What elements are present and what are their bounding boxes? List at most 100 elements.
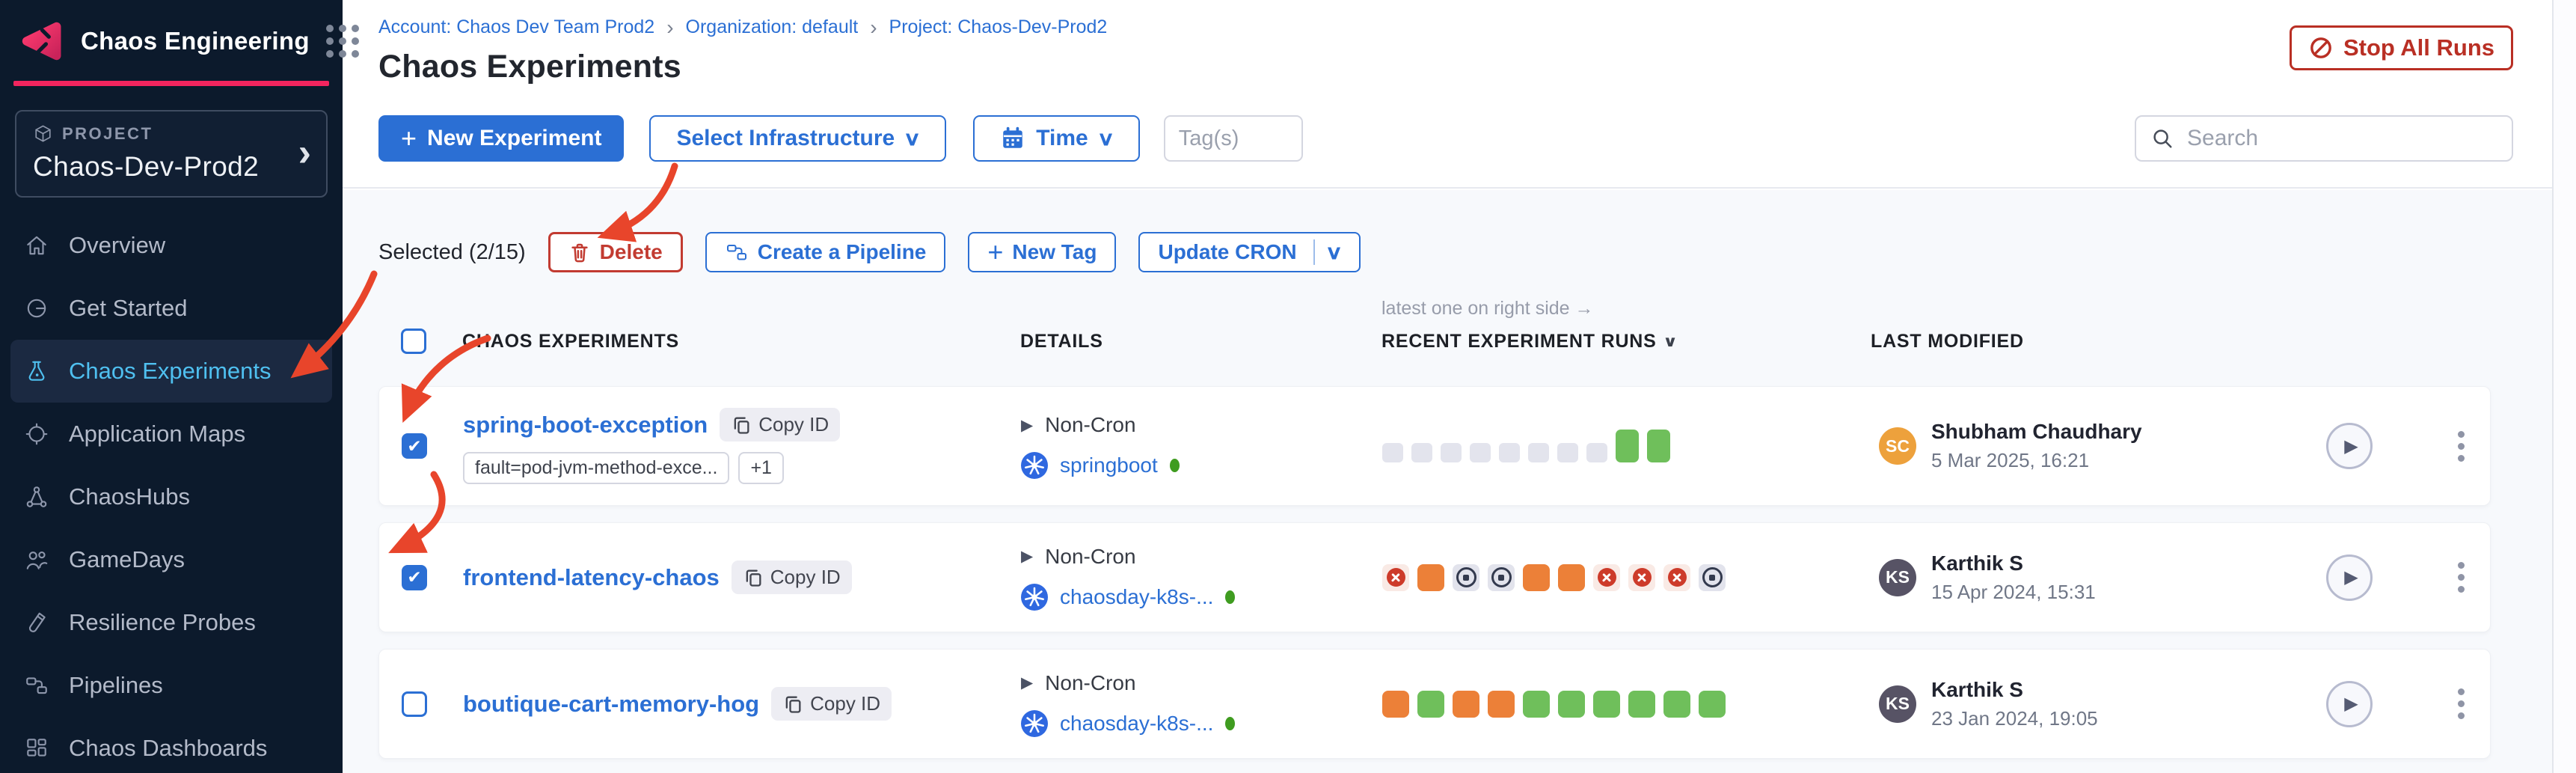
tags-filter-input[interactable] xyxy=(1163,115,1303,162)
run-status-failed[interactable] xyxy=(1628,563,1655,591)
run-status-success[interactable] xyxy=(1628,690,1655,718)
sidebar-item-pipelines[interactable]: Pipelines xyxy=(10,654,332,717)
new-experiment-button[interactable]: + New Experiment xyxy=(378,115,625,162)
row-checkbox[interactable]: ✔ xyxy=(402,433,427,459)
run-status-success[interactable] xyxy=(1699,690,1726,718)
scrollbar[interactable] xyxy=(2552,0,2576,773)
schedule-type: Non-Cron xyxy=(1045,544,1136,568)
sidebar-item-label: Chaos Dashboards xyxy=(69,735,268,761)
experiment-name-link[interactable]: frontend-latency-chaos xyxy=(463,563,720,590)
time-filter-dropdown[interactable]: Time ∨ xyxy=(973,115,1140,162)
run-status-running[interactable] xyxy=(1558,563,1585,591)
run-status-failed[interactable] xyxy=(1593,563,1620,591)
expand-triangle-icon[interactable]: ▶ xyxy=(1021,548,1034,565)
sidebar-item-chaoshubs[interactable]: ChaosHubs xyxy=(10,465,332,528)
stopped-icon xyxy=(1491,567,1512,587)
sidebar-item-application-maps[interactable]: Application Maps xyxy=(10,403,332,465)
infra-status-dot xyxy=(1169,459,1180,472)
button-divider xyxy=(1313,239,1315,265)
select-infrastructure-dropdown[interactable]: Select Infrastructure ∨ xyxy=(649,115,947,162)
search-input[interactable] xyxy=(2186,125,2497,152)
sidebar-item-chaos-dashboards[interactable]: Chaos Dashboards xyxy=(10,717,332,773)
run-status-stopped[interactable] xyxy=(1488,563,1515,591)
run-experiment-button[interactable]: ▶ xyxy=(2326,423,2373,469)
experiment-name-link[interactable]: spring-boot-exception xyxy=(463,411,708,438)
infrastructure-link[interactable]: springboot xyxy=(1060,453,1158,477)
infrastructure-link[interactable]: chaosday-k8s-... xyxy=(1060,584,1214,608)
run-status-running[interactable] xyxy=(1382,690,1409,718)
copy-id-button[interactable]: Copy ID xyxy=(771,687,892,721)
breadcrumb-link[interactable]: Organization: default xyxy=(685,16,859,37)
sidebar-item-chaos-experiments[interactable]: Chaos Experiments xyxy=(10,340,332,403)
sidebar-item-get-started[interactable]: Get Started xyxy=(10,277,332,340)
run-status-running[interactable] xyxy=(1453,690,1479,718)
create-pipeline-button[interactable]: Create a Pipeline xyxy=(705,232,946,272)
app-switcher-icon[interactable] xyxy=(325,25,359,58)
run-status-no-run[interactable] xyxy=(1411,443,1432,462)
breadcrumb-link[interactable]: Project: Chaos-Dev-Prod2 xyxy=(889,16,1108,37)
run-status-success[interactable] xyxy=(1417,690,1444,718)
run-status-no-run[interactable] xyxy=(1528,443,1549,462)
expand-triangle-icon[interactable]: ▶ xyxy=(1021,416,1034,434)
sidebar-item-gamedays[interactable]: GameDays xyxy=(10,528,332,591)
run-status-success[interactable] xyxy=(1523,690,1550,718)
run-status-running[interactable] xyxy=(1417,563,1444,591)
annotation-text: latest one on right side → xyxy=(1381,298,1594,319)
modified-by-name: Karthik S xyxy=(1931,677,2023,701)
project-label: PROJECT xyxy=(33,123,310,144)
select-all-checkbox[interactable] xyxy=(401,329,426,354)
column-header-recent-runs[interactable]: RECENT EXPERIMENT RUNS ∨ xyxy=(1381,330,1678,352)
run-status-running[interactable] xyxy=(1488,690,1515,718)
run-status-failed[interactable] xyxy=(1663,563,1690,591)
dashboard-icon xyxy=(24,736,49,761)
run-status-success-latest[interactable] xyxy=(1647,430,1670,462)
expand-triangle-icon[interactable]: ▶ xyxy=(1021,674,1034,691)
new-tag-button[interactable]: + New Tag xyxy=(968,232,1117,272)
project-label-text: PROJECT xyxy=(62,123,153,143)
selection-bar: Selected (2/15) Delete Create a Pipeline… xyxy=(378,232,2491,272)
row-menu-button[interactable] xyxy=(2453,557,2469,597)
column-header-experiments: CHAOS EXPERIMENTS xyxy=(462,330,680,352)
delete-button[interactable]: Delete xyxy=(548,232,683,272)
run-status-no-run[interactable] xyxy=(1586,443,1607,462)
brand-row: Chaos Engineering xyxy=(0,0,359,64)
run-status-success[interactable] xyxy=(1663,690,1690,718)
recent-runs-cell xyxy=(1382,430,1871,462)
run-experiment-button[interactable]: ▶ xyxy=(2326,680,2373,727)
run-status-no-run[interactable] xyxy=(1382,443,1403,462)
breadcrumb-link[interactable]: Account: Chaos Dev Team Prod2 xyxy=(378,16,655,37)
stop-all-runs-label: Stop All Runs xyxy=(2343,34,2494,61)
experiment-row: ✔ frontend-latency-chaos Copy ID ▶ Non-Cron c… xyxy=(378,522,2491,632)
breadcrumb-separator: › xyxy=(870,15,877,39)
tag-pill[interactable]: +1 xyxy=(738,452,784,484)
tag-pill[interactable]: fault=pod-jvm-method-exce... xyxy=(463,452,730,484)
row-menu-button[interactable] xyxy=(2453,427,2469,466)
row-menu-button[interactable] xyxy=(2453,684,2469,724)
run-status-no-run[interactable] xyxy=(1470,443,1491,462)
sidebar-item-resilience-probes[interactable]: Resilience Probes xyxy=(10,591,332,654)
create-pipeline-label: Create a Pipeline xyxy=(757,240,927,263)
row-checkbox[interactable]: ✔ xyxy=(402,564,427,590)
sidebar-item-overview[interactable]: Overview xyxy=(10,214,332,277)
run-status-failed[interactable] xyxy=(1382,563,1409,591)
run-status-stopped[interactable] xyxy=(1699,563,1726,591)
update-cron-button[interactable]: Update CRON ∨ xyxy=(1138,232,1361,272)
experiment-name-link[interactable]: boutique-cart-memory-hog xyxy=(463,690,760,717)
copy-id-button[interactable]: Copy ID xyxy=(731,560,852,594)
run-experiment-button[interactable]: ▶ xyxy=(2326,554,2373,601)
infrastructure-link[interactable]: chaosday-k8s-... xyxy=(1060,711,1214,735)
row-checkbox[interactable] xyxy=(402,691,427,717)
run-status-stopped[interactable] xyxy=(1453,563,1479,591)
copy-id-button[interactable]: Copy ID xyxy=(720,408,841,442)
run-status-no-run[interactable] xyxy=(1441,443,1462,462)
stop-all-runs-button[interactable]: Stop All Runs xyxy=(2289,25,2513,70)
run-status-no-run[interactable] xyxy=(1557,443,1578,462)
run-status-running[interactable] xyxy=(1523,563,1550,591)
run-status-success-latest[interactable] xyxy=(1616,430,1639,462)
run-status-success[interactable] xyxy=(1593,690,1620,718)
run-status-success[interactable] xyxy=(1558,690,1585,718)
copy-id-label: Copy ID xyxy=(810,692,881,715)
project-selector[interactable]: PROJECT Chaos-Dev-Prod2 › xyxy=(15,110,328,198)
run-status-no-run[interactable] xyxy=(1499,443,1520,462)
copy-icon xyxy=(782,694,803,715)
